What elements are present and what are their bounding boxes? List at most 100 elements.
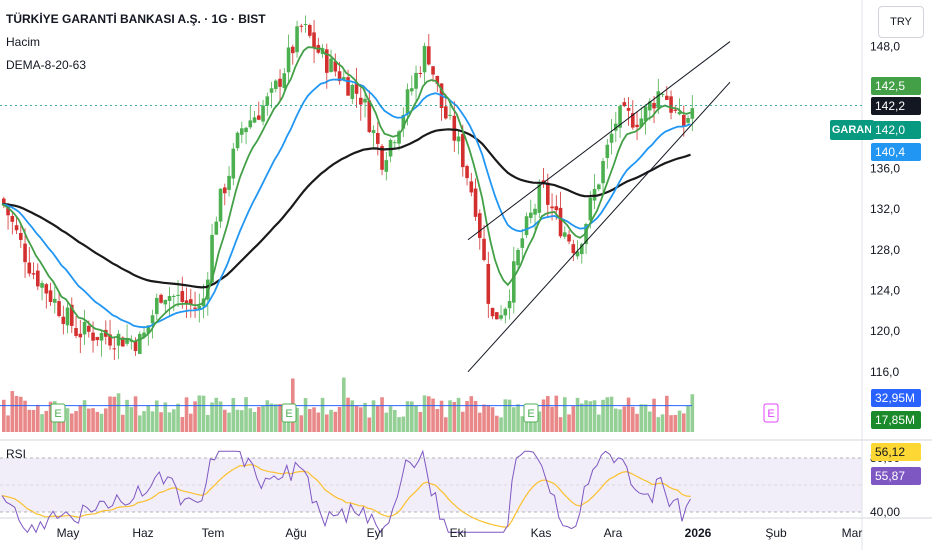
candle-body [605, 144, 610, 158]
dema-legend[interactable]: DEMA-8-20-63 [6, 58, 87, 72]
candle-body [580, 244, 584, 255]
time-axis[interactable]: May Haz Tem Ağu Eyl Eki Kas Ara 2026 Şub Mar [57, 526, 863, 540]
trendlines[interactable] [467, 41, 731, 373]
volume-bar [329, 409, 333, 432]
candle-body [282, 73, 287, 89]
candle-body [95, 336, 100, 341]
time-tick-label: Eki [450, 526, 467, 540]
candle-body [261, 105, 265, 122]
trendline-1 [467, 41, 731, 241]
candle-body [495, 312, 499, 320]
volume-ma-tag: 32,95M [871, 389, 921, 407]
volume-bar [286, 414, 291, 432]
candle-body [550, 206, 554, 209]
price-tick-label: 132,0 [870, 202, 900, 216]
candle-body [414, 72, 418, 89]
volume-bar [167, 412, 172, 432]
candle-body [180, 291, 185, 302]
candle-body [78, 333, 83, 338]
volume-bar [231, 398, 236, 432]
candle-body [461, 134, 465, 168]
volume-bar [2, 399, 6, 432]
candle-body [469, 181, 474, 193]
candle-body [490, 307, 495, 317]
volume-legend[interactable]: Hacim [6, 35, 41, 49]
volume-bar [609, 396, 614, 432]
volume-bar [40, 414, 44, 432]
volume-bar [350, 400, 355, 432]
candle-body [197, 305, 202, 310]
volume-bar [401, 416, 406, 432]
earnings-marker-letter: E [285, 408, 292, 420]
volume-bar [95, 411, 100, 432]
candle-body [571, 244, 576, 254]
volume-bar [431, 398, 435, 432]
candle-body [690, 108, 695, 119]
dema20-price-tag: 140,4 [871, 143, 921, 161]
candle-body [673, 109, 678, 111]
volume-bar [23, 400, 27, 432]
rsi-tick-label: 40,00 [870, 505, 900, 519]
volume-bar [635, 413, 639, 432]
volume-bar [142, 411, 146, 432]
candle-body [554, 206, 559, 211]
volume-bar [308, 409, 312, 432]
candle-body [82, 321, 87, 335]
candle-body [499, 315, 503, 319]
candle-body [337, 71, 342, 82]
candle-body [346, 77, 350, 96]
candle-body [10, 216, 15, 222]
candle-body [274, 80, 278, 89]
candle-body [575, 251, 580, 257]
candle-body [405, 89, 410, 114]
volume-bar [121, 414, 125, 432]
price-tick-label: 124,0 [870, 284, 900, 298]
volume-bar [269, 403, 274, 432]
candle-body [614, 123, 618, 131]
candle-body [367, 100, 372, 133]
rsi-lines [1, 449, 691, 534]
volume-bar [618, 409, 622, 432]
time-tick-label: May [57, 526, 80, 540]
candle-body [546, 182, 550, 205]
volume-bar [512, 407, 516, 432]
volume-bar [418, 411, 423, 432]
candle-body [142, 332, 146, 338]
candle-body [380, 145, 384, 170]
candle-body [184, 300, 189, 304]
volume-bar [592, 400, 597, 432]
volume-bar [622, 406, 627, 432]
volume-bar [427, 396, 431, 432]
candle-body [533, 208, 537, 215]
volume-bar [184, 397, 189, 432]
candle-body [354, 83, 359, 94]
currency-button[interactable]: TRY [878, 6, 924, 38]
candle-body [656, 91, 661, 109]
candle-body [308, 25, 312, 36]
volume-bar [516, 404, 520, 432]
volume-bar [197, 395, 202, 432]
earnings-marker-icon [281, 403, 297, 423]
volume-bar [176, 403, 180, 432]
volume-bar [584, 400, 588, 432]
volume-bar [74, 411, 78, 432]
volume-tag: 17,85M [871, 411, 921, 429]
candle-body [278, 78, 282, 87]
candle-body [91, 332, 95, 341]
candle-body [520, 238, 525, 248]
candle-body [193, 307, 197, 309]
rsi-label[interactable]: RSI [6, 447, 27, 461]
candle-body [218, 188, 223, 222]
volume-bar [495, 415, 499, 432]
volume-bar [682, 413, 686, 432]
volume-bar [65, 408, 70, 432]
candle-body [686, 118, 690, 123]
time-tick-label: Ağu [285, 526, 306, 540]
volume-bar [252, 412, 257, 432]
candle-body [252, 117, 257, 123]
volume-bar [223, 409, 227, 432]
candle-body [401, 114, 406, 129]
volume-bar [380, 397, 384, 432]
